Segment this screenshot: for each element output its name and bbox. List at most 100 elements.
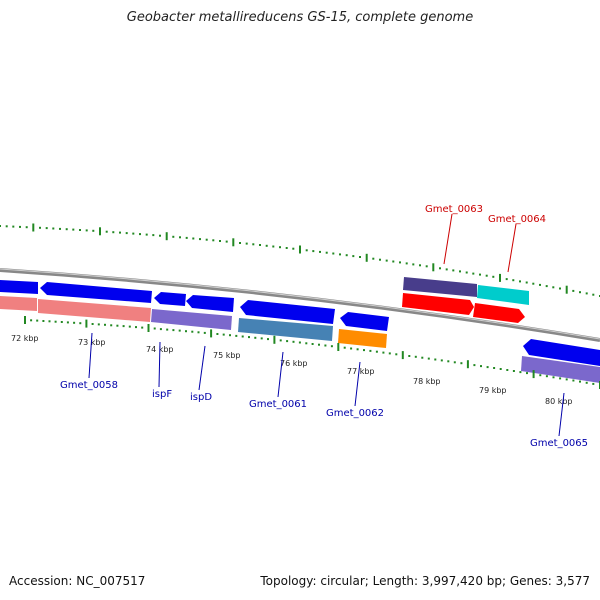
major-tick [432,263,435,272]
minor-tick [116,324,119,327]
minor-tick [72,228,75,231]
minor-tick [592,293,595,296]
minor-tick [318,343,320,346]
minor-tick [532,282,535,285]
minor-tick [45,227,48,230]
minor-tick [395,353,398,356]
minor-tick [286,340,289,343]
tick-label: 78 kbp [413,377,441,386]
minor-tick [179,236,181,239]
minor-tick [225,240,228,243]
gene-arrow-gmet-0063[interactable] [403,277,477,297]
minor-tick [445,268,448,271]
minor-tick [110,324,113,327]
gene-label-ispd[interactable]: ispD [190,392,212,403]
minor-tick [128,325,131,328]
major-tick [210,329,213,338]
minor-tick [592,382,595,385]
major-tick [85,319,88,328]
minor-tick [480,365,482,368]
minor-tick [363,349,365,352]
gene-label-gmet-0065[interactable]: Gmet_0065 [530,438,588,449]
minor-tick [203,331,206,334]
gene-label-gmet-0064[interactable]: Gmet_0064 [488,214,546,225]
minor-tick [73,321,76,324]
gene-bar-gmet-0061[interactable] [238,318,333,341]
minor-tick [199,238,201,241]
cds-arrow-gmet-0064[interactable] [473,303,525,323]
minor-tick [265,244,268,247]
tick-label: 77 kbp [347,367,375,376]
gene-bar-gmet-0058[interactable] [38,299,151,322]
minor-tick [525,281,528,284]
minor-tick [60,321,63,323]
minor-tick [421,356,424,359]
outer-tick-ring [0,223,600,297]
major-tick [532,370,535,379]
minor-tick [526,372,528,375]
major-tick [365,253,368,262]
accession-text: Accession: NC_007517 [9,574,146,588]
minor-tick [30,319,33,322]
gene-arrow-gmet-0064[interactable] [477,285,529,305]
minor-tick [119,231,121,234]
tick-label: 72 kbp [11,334,39,343]
gene-label-gmet-0058[interactable]: Gmet_0058 [60,380,118,391]
minor-tick [79,322,82,325]
minor-tick [252,243,255,246]
minor-tick [372,257,375,260]
minor-tick [185,330,187,333]
gene-label-gmet-0062[interactable]: Gmet_0062 [326,408,384,419]
minor-tick [312,250,315,253]
minor-tick [125,232,128,235]
minor-tick [465,271,468,274]
minor-tick [512,370,515,372]
minor-tick [241,335,244,338]
minor-tick [472,272,475,275]
minor-tick [172,235,175,238]
forward-gene-labels: Gmet_0063 Gmet_0064 [425,204,546,273]
minor-tick [54,320,57,323]
minor-tick [259,244,261,246]
minor-tick [153,327,156,330]
minor-tick [92,229,95,232]
cds-arrow-gmet-0058[interactable] [40,282,152,303]
minor-tick [319,250,321,253]
gene-bar-ispf-ispd[interactable] [151,309,232,330]
gene-label-gmet-0063[interactable]: Gmet_0063 [425,204,483,215]
gene-bar-gmet-0062[interactable] [338,329,387,348]
gene-bar-gmet-0065[interactable] [521,356,600,383]
major-tick [565,285,568,294]
minor-tick [388,352,391,355]
minor-tick [305,249,308,252]
minor-tick [205,238,208,241]
minor-tick [565,378,568,381]
cds-arrow-ispf[interactable] [154,292,186,306]
cds-arrow-gmet-0061[interactable] [240,300,335,324]
cds-arrow-ispd[interactable] [186,295,234,312]
gene-bar-left[interactable] [0,296,37,311]
gene-label-gmet-0061[interactable]: Gmet_0061 [249,399,307,410]
major-tick [165,232,168,241]
minor-tick [311,343,314,345]
cds-arrow-gmet-0065[interactable] [523,339,600,366]
major-tick [232,238,235,247]
minor-tick [325,251,328,254]
minor-tick [166,328,169,331]
minor-tick [375,350,378,353]
minor-tick [572,379,575,382]
minor-tick [229,334,231,337]
minor-tick [159,234,161,237]
tick-label: 75 kbp [213,351,241,360]
minor-tick [585,381,588,384]
cds-arrow-gmet-0063[interactable] [402,293,474,315]
cds-arrow-left[interactable] [0,280,38,294]
cds-arrow-gmet-0062[interactable] [340,312,389,331]
minor-tick [369,349,372,352]
minor-tick [152,234,155,237]
minor-tick [12,225,15,228]
minor-tick [399,261,401,264]
gene-label-ispf[interactable]: ispF [152,389,172,400]
genome-backbone-highlight [0,268,600,340]
